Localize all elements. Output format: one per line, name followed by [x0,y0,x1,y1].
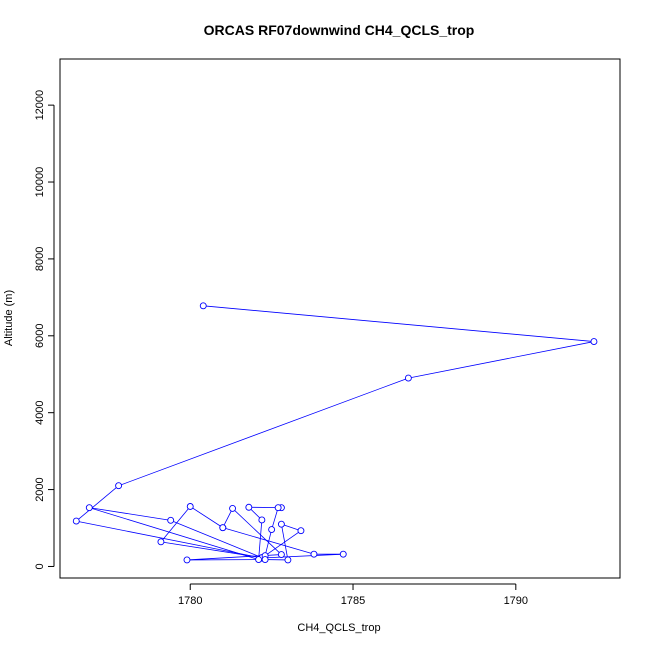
data-point [219,524,227,532]
series-line-segment [222,527,315,555]
data-point [167,516,175,524]
series-line-segment [118,377,409,487]
chart-title: ORCAS RF07downwind CH4_QCLS_trop [204,22,475,38]
series-line-segment [76,485,119,522]
series-line-segment [281,524,289,561]
series-line-segment [264,530,302,557]
y-tick-label: 0 [34,563,46,569]
data-point [183,556,191,564]
series-line-segment [160,506,191,543]
series-line-segment [258,519,263,560]
data-point [229,504,237,512]
series-line-segment [190,506,224,528]
series-line-segment [170,519,263,558]
series-line-segment [261,553,344,559]
x-axis-label: CH4_QCLS_trop [297,622,380,634]
x-tick-label: 1790 [504,595,528,607]
series-line-group [76,305,595,561]
data-point [255,556,263,563]
plot-frame [59,58,621,579]
series-line-segment [76,520,262,559]
y-tick-label: 12000 [34,90,46,121]
data-point [268,526,276,534]
y-tick-label: 10000 [34,167,46,198]
data-point [310,550,318,558]
series-line-segment [89,507,259,560]
y-tick-label: 6000 [34,324,46,348]
series-line-segment [89,507,171,521]
data-point [245,503,253,511]
y-tick-label: 2000 [34,477,46,501]
series-line-segment [408,341,595,379]
data-point [85,504,93,512]
data-point [261,556,269,563]
series-line-segment [232,508,282,555]
data-point [157,538,165,546]
series-line-segment [203,305,594,342]
data-point [277,551,285,558]
data-point [199,302,207,310]
x-tick-label: 1785 [341,595,365,607]
data-point [277,520,285,528]
series-line-segment [222,508,233,528]
x-axis: 1780 1785 1790 [178,583,528,607]
data-point [115,482,123,490]
y-axis-label: Altitude (m) [3,290,15,346]
data-point [274,504,282,512]
y-tick-label: 4000 [34,400,46,424]
x-tick-label: 1780 [178,595,202,607]
data-point [258,516,266,524]
y-tick-label: 8000 [34,247,46,271]
data-point [186,503,194,510]
data-point [72,517,80,525]
series-line-segment [271,507,279,530]
series-points-group [72,302,598,564]
data-point [284,556,292,564]
y-axis: 0 2000 4000 6000 8000 10000 12000 [34,90,55,570]
data-point [339,550,347,558]
data-point [297,527,305,535]
data-point [590,338,598,346]
data-point [404,374,412,382]
